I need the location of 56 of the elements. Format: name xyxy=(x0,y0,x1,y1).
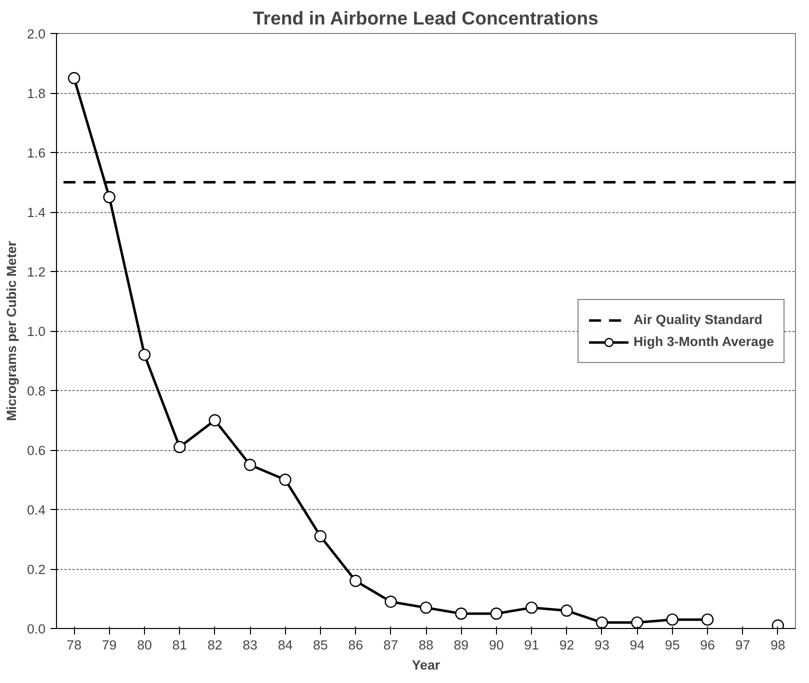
point xyxy=(103,191,116,204)
y-tick-label: 1.4 xyxy=(26,205,46,220)
x-tick-label: 84 xyxy=(278,638,294,652)
y-tick-label: 1.8 xyxy=(26,86,46,101)
point xyxy=(631,616,644,628)
x-tick-label: 98 xyxy=(770,638,786,652)
y-tick-label: 0.2 xyxy=(26,562,46,577)
legend-label: High 3-Month Average xyxy=(634,334,774,349)
x-tick-label: 91 xyxy=(524,638,539,652)
x-tick-label: 93 xyxy=(594,638,610,652)
point xyxy=(560,604,573,617)
point xyxy=(244,458,256,471)
y-tick-label: 2.0 xyxy=(26,26,46,42)
point xyxy=(666,613,678,626)
x-tick-label: 79 xyxy=(102,638,117,652)
x-tick-label: 95 xyxy=(664,638,680,652)
x-tick-label: 85 xyxy=(313,638,328,652)
y-tick-label: 0.0 xyxy=(26,622,46,636)
y-axis-title: Micrograms per Cubic Meter xyxy=(4,241,19,421)
point xyxy=(490,608,502,620)
x-tick-label: 88 xyxy=(418,638,434,652)
point xyxy=(701,613,714,626)
x-tick-label: 80 xyxy=(137,638,152,652)
point xyxy=(455,608,468,620)
x-tick-label: 82 xyxy=(207,638,222,652)
y-tick-label: 1.2 xyxy=(26,264,46,280)
x-tick-label: 96 xyxy=(700,638,715,652)
x-tick-label: 92 xyxy=(559,638,574,652)
x-tick-label: 87 xyxy=(383,638,398,652)
point xyxy=(420,602,432,614)
x-tick-label: 90 xyxy=(488,638,504,652)
point xyxy=(208,414,221,426)
x-tick-label: 89 xyxy=(454,638,469,652)
x-tick-label: 81 xyxy=(172,638,188,652)
y-tick-label: 0.4 xyxy=(26,502,46,518)
x-tick-label: 94 xyxy=(630,638,646,652)
point xyxy=(596,616,608,628)
point xyxy=(174,440,186,454)
x-tick-label: 78 xyxy=(66,638,82,652)
x-tick-label: 83 xyxy=(242,638,258,652)
y-tick-label: 0.6 xyxy=(26,443,46,458)
y-tick-label: 1.0 xyxy=(26,324,46,339)
point xyxy=(350,574,362,587)
point xyxy=(138,348,151,361)
point xyxy=(279,474,292,486)
point xyxy=(525,602,538,614)
y-tick-label: 1.6 xyxy=(26,146,46,160)
point xyxy=(314,530,327,542)
x-tick-label: 86 xyxy=(348,638,364,652)
y-tick-label: 0.8 xyxy=(26,384,46,398)
chart-title: Trend in Airborne Lead Concentrations xyxy=(252,8,598,28)
x-axis-title: Year xyxy=(412,658,440,672)
point xyxy=(68,72,80,84)
legend-label: Air Quality Standard xyxy=(634,312,762,327)
point xyxy=(384,596,397,608)
x-tick-label: 97 xyxy=(735,638,750,652)
